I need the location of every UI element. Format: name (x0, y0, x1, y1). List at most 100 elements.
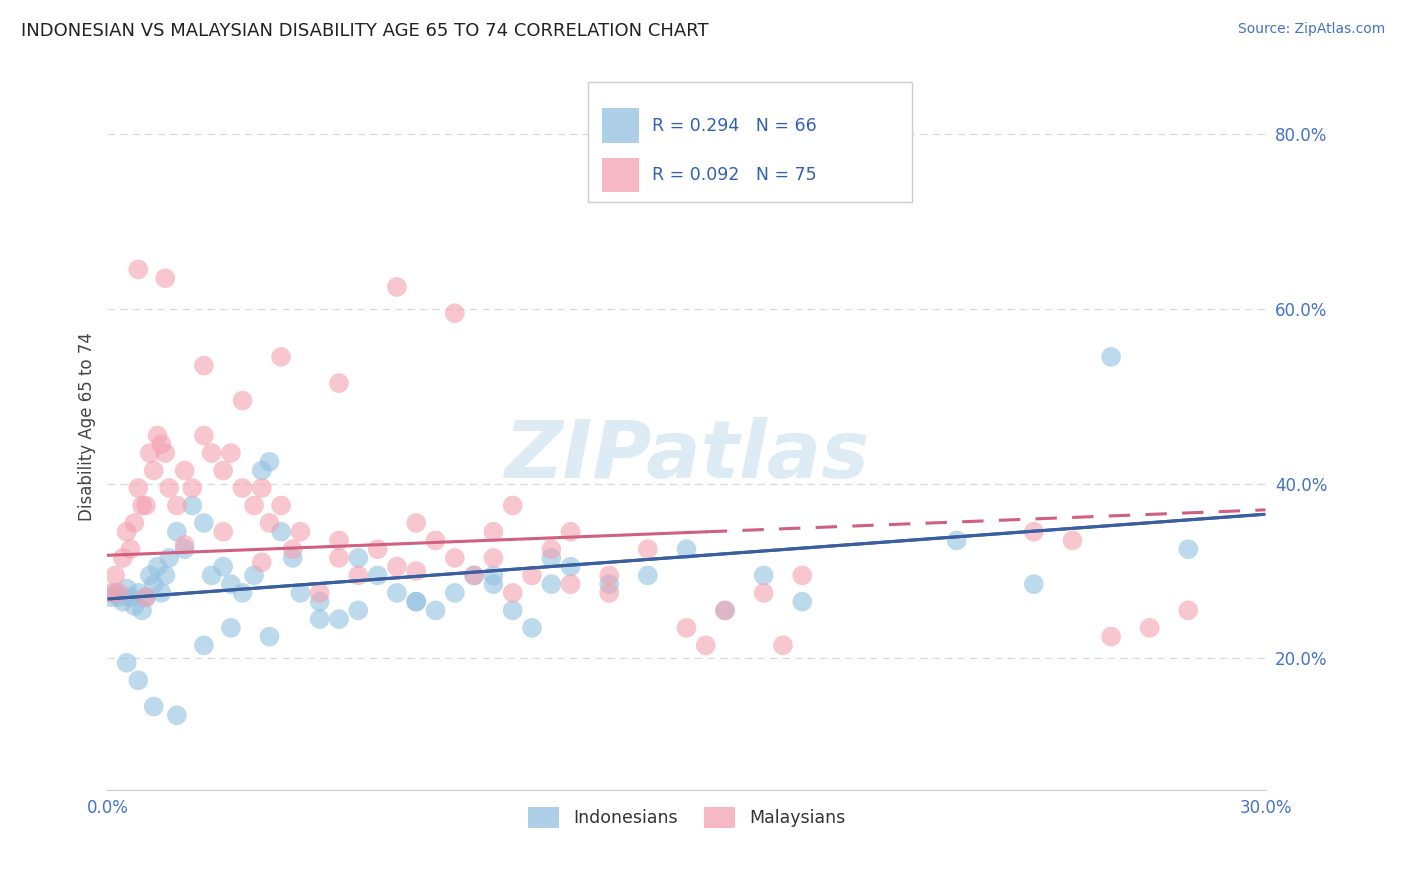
Point (259, 455, 281, 469)
Point (157, 481, 180, 495)
Point (502, 586, 524, 600)
Point (166, 708, 188, 723)
Point (308, 612, 330, 626)
Point (637, 568, 659, 582)
Point (124, 599, 146, 613)
Point (150, 437, 173, 451)
Point (212, 524, 235, 539)
Point (212, 463, 235, 477)
Point (166, 499, 188, 513)
Point (120, 591, 142, 605)
Point (173, 463, 195, 477)
Point (173, 542, 195, 557)
Point (598, 568, 620, 582)
Text: ZIPatlas: ZIPatlas (503, 417, 869, 495)
Point (135, 591, 157, 605)
Point (308, 594, 330, 608)
Point (250, 555, 273, 569)
Point (166, 524, 188, 539)
Point (347, 550, 370, 565)
Point (219, 446, 242, 460)
Point (792, 594, 814, 608)
Point (1099, 630, 1122, 644)
Point (482, 577, 505, 591)
Point (1099, 350, 1122, 364)
Point (367, 542, 389, 557)
Point (1022, 577, 1045, 591)
Point (1062, 533, 1084, 548)
Point (219, 621, 242, 635)
Point (231, 481, 253, 495)
Text: R = 0.092   N = 75: R = 0.092 N = 75 (652, 166, 817, 184)
Point (714, 603, 737, 617)
Point (482, 550, 505, 565)
Point (328, 550, 350, 565)
Point (155, 271, 177, 285)
Point (104, 586, 127, 600)
Point (259, 516, 281, 530)
Point (135, 499, 157, 513)
Point (155, 568, 177, 582)
Point (281, 550, 304, 565)
Point (405, 594, 427, 608)
Point (328, 376, 350, 390)
Point (540, 550, 562, 565)
FancyBboxPatch shape (602, 108, 638, 143)
Text: Source: ZipAtlas.com: Source: ZipAtlas.com (1237, 22, 1385, 37)
Point (1139, 621, 1161, 635)
Point (482, 524, 505, 539)
Point (115, 582, 138, 596)
Point (281, 542, 304, 557)
Point (139, 446, 162, 460)
Point (231, 393, 253, 408)
Point (443, 586, 465, 600)
Point (259, 630, 281, 644)
Point (115, 656, 138, 670)
Legend: Indonesians, Malaysians: Indonesians, Malaysians (520, 800, 852, 835)
Point (792, 568, 814, 582)
Point (540, 577, 562, 591)
Point (463, 568, 485, 582)
Point (131, 603, 153, 617)
Point (385, 586, 408, 600)
Point (131, 499, 153, 513)
Point (150, 586, 173, 600)
Point (772, 638, 794, 652)
Point (201, 568, 224, 582)
Point (405, 594, 427, 608)
Point (212, 559, 235, 574)
Point (108, 591, 131, 605)
Point (1177, 542, 1199, 557)
Point (270, 524, 292, 539)
Point (243, 499, 266, 513)
Point (142, 463, 165, 477)
Point (127, 673, 149, 688)
Point (347, 568, 370, 582)
Point (100, 586, 122, 600)
Point (193, 359, 215, 373)
Point (250, 463, 273, 477)
Point (142, 577, 165, 591)
Point (193, 516, 215, 530)
Point (520, 568, 543, 582)
Point (367, 568, 389, 582)
Point (308, 586, 330, 600)
Point (385, 280, 408, 294)
Point (463, 568, 485, 582)
Point (1022, 524, 1045, 539)
Point (560, 559, 582, 574)
Point (104, 568, 127, 582)
Point (193, 428, 215, 442)
Point (181, 481, 204, 495)
Point (111, 594, 134, 608)
Point (482, 568, 505, 582)
Point (520, 621, 543, 635)
Point (120, 542, 142, 557)
Point (139, 568, 162, 582)
Point (714, 603, 737, 617)
Point (201, 446, 224, 460)
Point (146, 428, 169, 442)
Point (560, 524, 582, 539)
Y-axis label: Disability Age 65 to 74: Disability Age 65 to 74 (79, 333, 96, 521)
Point (425, 603, 447, 617)
